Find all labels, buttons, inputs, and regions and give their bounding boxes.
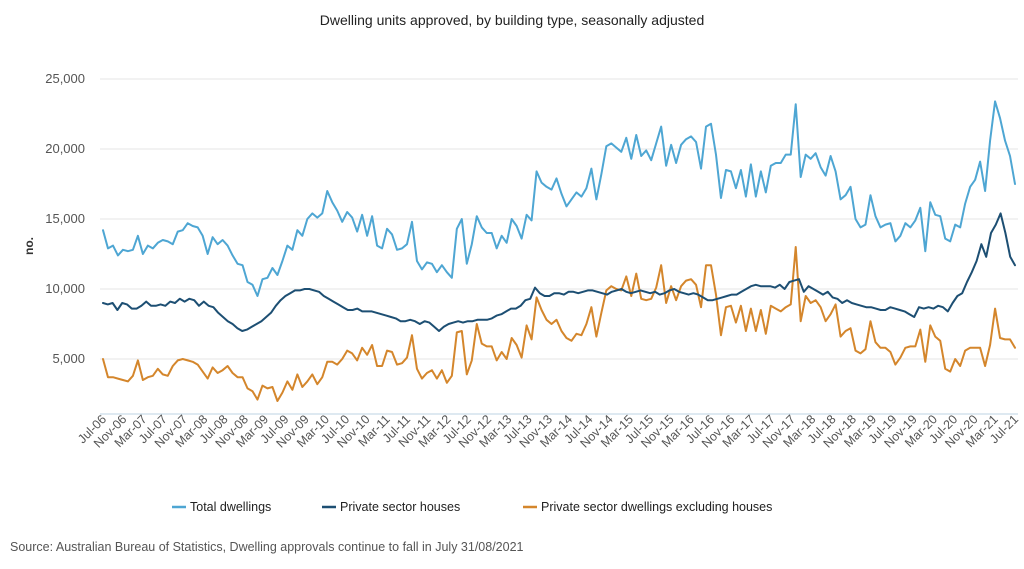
series-lines bbox=[102, 100, 1016, 402]
legend-label: Private sector houses bbox=[340, 500, 460, 514]
y-tick-label: 5,000 bbox=[52, 351, 85, 366]
legend: Total dwellings Private sector houses Priv… bbox=[172, 500, 772, 514]
legend-label: Total dwellings bbox=[190, 500, 271, 514]
y-axis-ticks: 5,000 10,000 15,000 20,000 25,000 bbox=[45, 71, 85, 366]
legend-label: Private sector dwellings excluding house… bbox=[541, 500, 772, 514]
x-axis-ticks: Jul-06Nov-06Mar-07Jul-07Nov-07Mar-08Jul-… bbox=[75, 412, 1021, 450]
grid bbox=[100, 78, 1018, 360]
series-line-2 bbox=[102, 212, 1016, 332]
y-tick-label: 20,000 bbox=[45, 141, 85, 156]
y-tick-label: 10,000 bbox=[45, 281, 85, 296]
y-axis-label: no. bbox=[22, 237, 36, 255]
source-note: Source: Australian Bureau of Statistics,… bbox=[10, 540, 524, 554]
chart-title: Dwelling units approved, by building typ… bbox=[320, 12, 704, 28]
series-line-1 bbox=[102, 100, 1016, 297]
series-line-3 bbox=[102, 246, 1016, 402]
y-tick-label: 15,000 bbox=[45, 211, 85, 226]
y-tick-label: 25,000 bbox=[45, 71, 85, 86]
